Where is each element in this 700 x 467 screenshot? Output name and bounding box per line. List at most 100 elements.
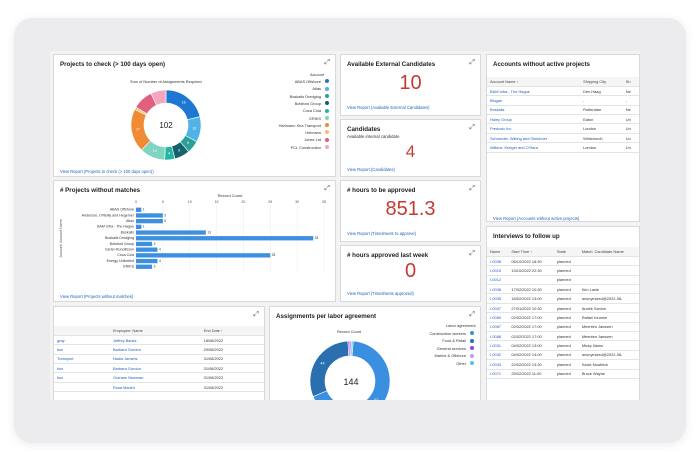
table-row[interactable]: Blogan - - (487, 95, 639, 106)
legend-item[interactable]: Construction workers (429, 331, 466, 336)
bar[interactable] (136, 207, 142, 212)
table-cell[interactable]: Rosa Marieli (109, 382, 201, 393)
legend-item[interactable]: Coca Cola (302, 108, 321, 114)
table-cell[interactable]: Blogan (487, 95, 581, 106)
column-header[interactable]: Account Name ↑ (487, 77, 581, 87)
table-cell[interactable]: I-0012 (487, 275, 509, 286)
expand-icon[interactable]: ⤢ (469, 250, 475, 257)
table-cell[interactable]: Jeffrey Banks (109, 335, 201, 346)
table-row[interactable]: I-0012 planned (487, 275, 639, 286)
legend-item[interactable]: Heimann (305, 130, 321, 136)
table-cell[interactable]: I-0031 (487, 340, 509, 351)
expand-icon[interactable]: ⤢ (469, 185, 475, 192)
legend-item[interactable]: PCL Construction (290, 144, 321, 150)
table-cell[interactable] (54, 382, 110, 393)
donut-slice[interactable] (309, 340, 350, 397)
view-report-link[interactable]: View Report (Accounts without active pro… (493, 216, 580, 221)
table-row[interactable]: I-0088 02/02/2022 17:00 planned Meenten Jan… (487, 331, 639, 342)
expand-icon[interactable]: ⤢ (469, 59, 475, 66)
bar[interactable] (136, 253, 271, 258)
donut-slice[interactable] (150, 89, 167, 106)
table-cell[interactable]: BAM Infra - The Hague (487, 86, 581, 97)
expand-icon[interactable]: ⤢ (324, 59, 330, 66)
table-row[interactable]: I-0035 18/02/2022 13:00 planned anonymized@… (487, 293, 639, 304)
legend-item[interactable]: Harlmann Sea Transport (278, 122, 321, 128)
table-row[interactable]: Schroeder, Witting and Gleichner Whitchur… (487, 133, 639, 144)
table-row[interactable]: tion Barbara Gordon 29/08/2022 (54, 344, 264, 355)
table-cell[interactable]: gray (54, 335, 110, 346)
table-cell[interactable]: I-0089 (487, 312, 509, 323)
table-row[interactable]: I-0031 04/02/2022 13:00 planned Micky Iliam… (487, 340, 639, 351)
table-cell[interactable]: Nadia Janseis (109, 354, 201, 365)
table-row[interactable]: tion Graham Newman 31/08/2022 (54, 372, 264, 383)
bar[interactable] (136, 241, 153, 247)
legend-item[interactable]: ERIKS (309, 115, 321, 121)
column-header[interactable]: Name (487, 247, 509, 257)
table-row[interactable]: I-0038 06/10/2022 18:30 planned (487, 256, 639, 267)
table-row[interactable]: I-0015 13/10/2022 22:30 planned (487, 265, 639, 276)
table-row[interactable]: I-0071 25/02/2022 11:00 planned Bruce Wayne (487, 369, 639, 379)
legend-item[interactable]: Other (456, 360, 466, 366)
legend-item[interactable]: Botsford Group (294, 100, 321, 106)
table-row[interactable]: BAM Infra - The Hague Den Haag Ne (487, 86, 639, 97)
legend-item[interactable]: Marine & Offshore (434, 353, 467, 359)
legend-item[interactable]: ABAS Offshore (294, 79, 321, 84)
bar[interactable] (136, 258, 158, 264)
column-header[interactable]: End Date ↑ (200, 326, 264, 336)
table-row[interactable]: I-0038 17/02/2022 10:30 planned Kim Lasle (487, 284, 639, 295)
table-row[interactable]: gray Jeffrey Banks 18/08/2022 (54, 335, 264, 346)
view-report-link[interactable]: View Report (Projects to check (> 100 da… (60, 169, 154, 174)
bar[interactable] (136, 247, 158, 252)
bar[interactable] (136, 230, 206, 235)
legend-item[interactable]: Boskalis Dredging (289, 93, 321, 99)
bar[interactable] (136, 264, 153, 269)
column-header[interactable]: State (553, 247, 579, 257)
column-header[interactable]: Sh (622, 77, 639, 87)
table-row[interactable]: I-0087 02/02/2022 17:00 planned Meenten Jan… (487, 322, 639, 333)
table-row[interactable]: Predovic Inc London Un (487, 123, 639, 134)
table-cell[interactable]: tion (54, 372, 110, 383)
table-cell[interactable]: I-0035 (487, 293, 509, 304)
table-cell[interactable]: I-0032 (487, 350, 509, 361)
column-header[interactable]: Start Time ↑ (508, 247, 554, 257)
table-row[interactable]: I-0089 02/02/2022 17:00 planned Rafael Inna… (487, 312, 639, 323)
table-cell[interactable]: I-0015 (487, 265, 509, 276)
table-row[interactable]: Transport Nadia Janseis 31/08/2022 (54, 354, 264, 365)
expand-icon[interactable]: ⤢ (324, 185, 330, 192)
table-cell[interactable]: I-0088 (487, 331, 509, 342)
table-cell[interactable]: I-0047 (487, 303, 509, 314)
table-cell[interactable]: Predovic Inc (487, 123, 581, 134)
table-cell[interactable]: Barbara Gordon (109, 363, 201, 374)
table-cell[interactable]: Wilkins, Kreiger and O'Hara (487, 142, 581, 153)
expand-icon[interactable]: ⤢ (469, 311, 475, 318)
table-row[interactable]: Rosa Marieli 31/08/2022 (54, 382, 264, 393)
table-row[interactable]: Wilkins, Kreiger and O'Hara London Un (487, 142, 639, 153)
column-header[interactable]: Shipping City (580, 77, 623, 87)
legend-item[interactable]: Food & Retail (442, 338, 466, 344)
table-row[interactable]: I-0032 04/02/2022 14:00 planned anonymized@… (487, 350, 639, 361)
table-row[interactable]: I-0033 22/02/2022 13:30 planned Kacie Mcath… (487, 359, 639, 370)
expand-icon[interactable]: ⤢ (253, 311, 259, 318)
table-cell[interactable]: Boskalis (487, 105, 581, 116)
view-report-link[interactable]: View Report (Projects without matches) (60, 294, 134, 299)
bar[interactable] (136, 236, 314, 241)
column-header[interactable]: Match: Candidate Name (578, 247, 639, 257)
table-row[interactable]: I-0047 27/01/2022 10:30 planned Audrik Sanl… (487, 303, 639, 314)
table-cell[interactable]: tion (54, 363, 110, 374)
donut-slice[interactable] (350, 340, 354, 357)
table-cell[interactable]: I-0071 (487, 369, 509, 379)
table-cell[interactable]: tion (54, 344, 110, 355)
bar[interactable] (136, 224, 142, 229)
table-cell[interactable]: Haley Group (487, 114, 581, 125)
table-cell[interactable]: I-0038 (487, 256, 509, 267)
donut-slice[interactable] (312, 340, 391, 400)
table-cell[interactable]: Graham Newman (109, 372, 201, 383)
table-cell[interactable]: Barbara Gordon (109, 344, 201, 355)
legend-item[interactable]: General services (436, 345, 466, 351)
table-row[interactable]: tion Barbara Gordon 31/08/2022 (54, 363, 264, 374)
column-header[interactable]: Employee: Name (109, 326, 201, 336)
table-cell[interactable]: I-0038 (487, 284, 509, 295)
table-cell[interactable]: Schroeder, Witting and Gleichner (487, 133, 581, 144)
bar[interactable] (136, 219, 163, 224)
legend-item[interactable]: Atlas (312, 86, 321, 92)
